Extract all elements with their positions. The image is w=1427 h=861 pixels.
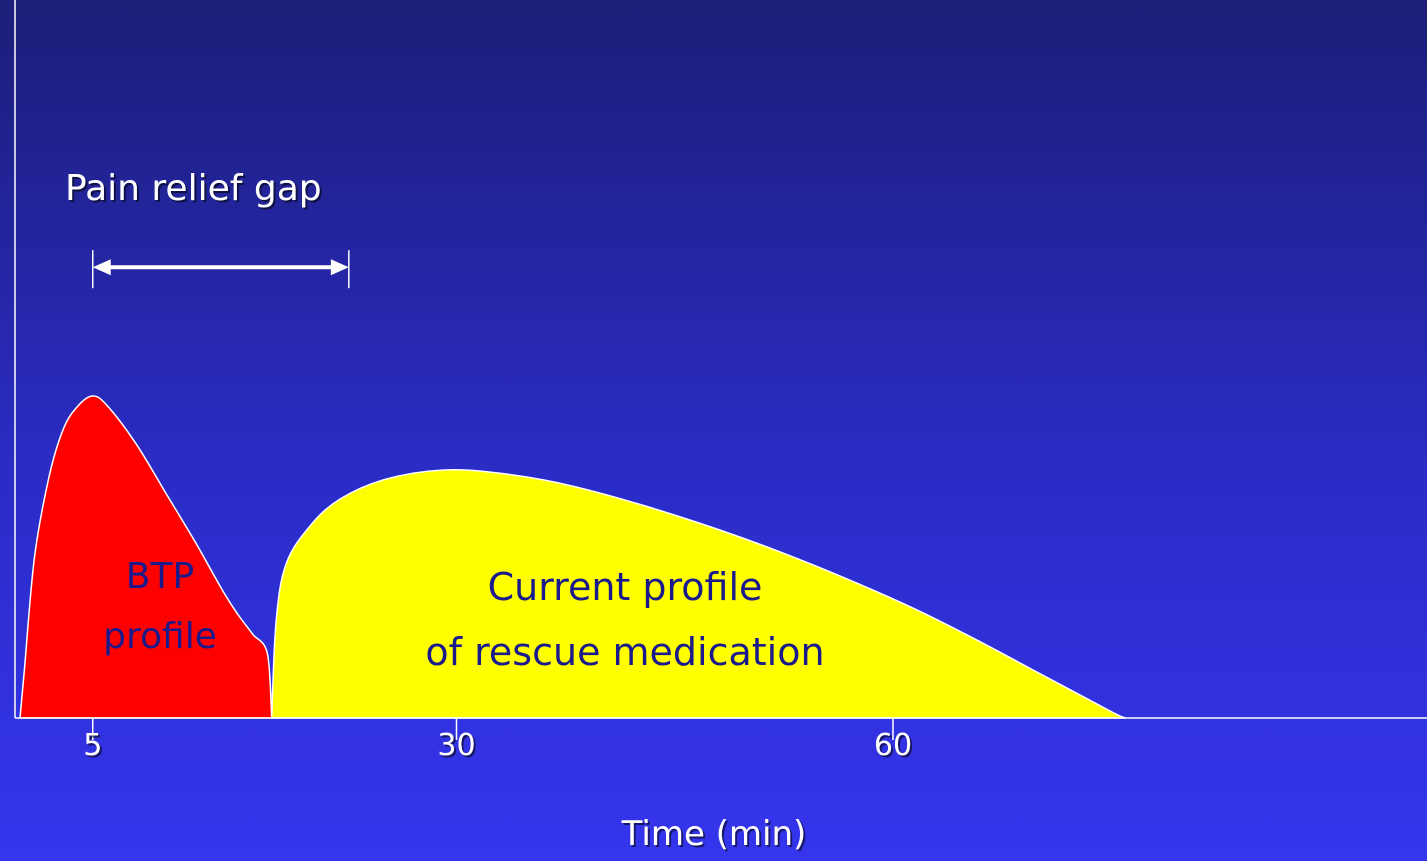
gap-arrow-head-left — [92, 259, 111, 276]
series-labels: BTP profile Current profile of rescue medic… — [103, 556, 824, 674]
pain-relief-gap-label: Pain relief gap — [65, 168, 322, 209]
rescue-medication-label-line-2: of rescue medication — [425, 630, 824, 674]
x-tick-label-60: 60 — [874, 728, 912, 763]
pain-relief-gap-annotation: Pain relief gap — [65, 168, 350, 289]
x-axis-label: Time (min) — [621, 814, 807, 854]
area-layer — [19, 395, 1127, 719]
gap-arrow-head-right — [330, 259, 349, 276]
rescue-medication-label-line-1: Current profile — [488, 565, 763, 609]
rescue-medication-profile-area — [270, 469, 1127, 719]
btp-profile-area — [19, 395, 273, 719]
x-tick-label-30: 30 — [437, 728, 475, 763]
x-tick-label-5: 5 — [83, 728, 102, 763]
x-ticks: 5 30 60 — [83, 718, 912, 763]
axes — [14, 0, 1427, 719]
btp-profile-label-line-2: profile — [103, 616, 217, 657]
btp-profile-label-line-1: BTP — [126, 556, 194, 597]
